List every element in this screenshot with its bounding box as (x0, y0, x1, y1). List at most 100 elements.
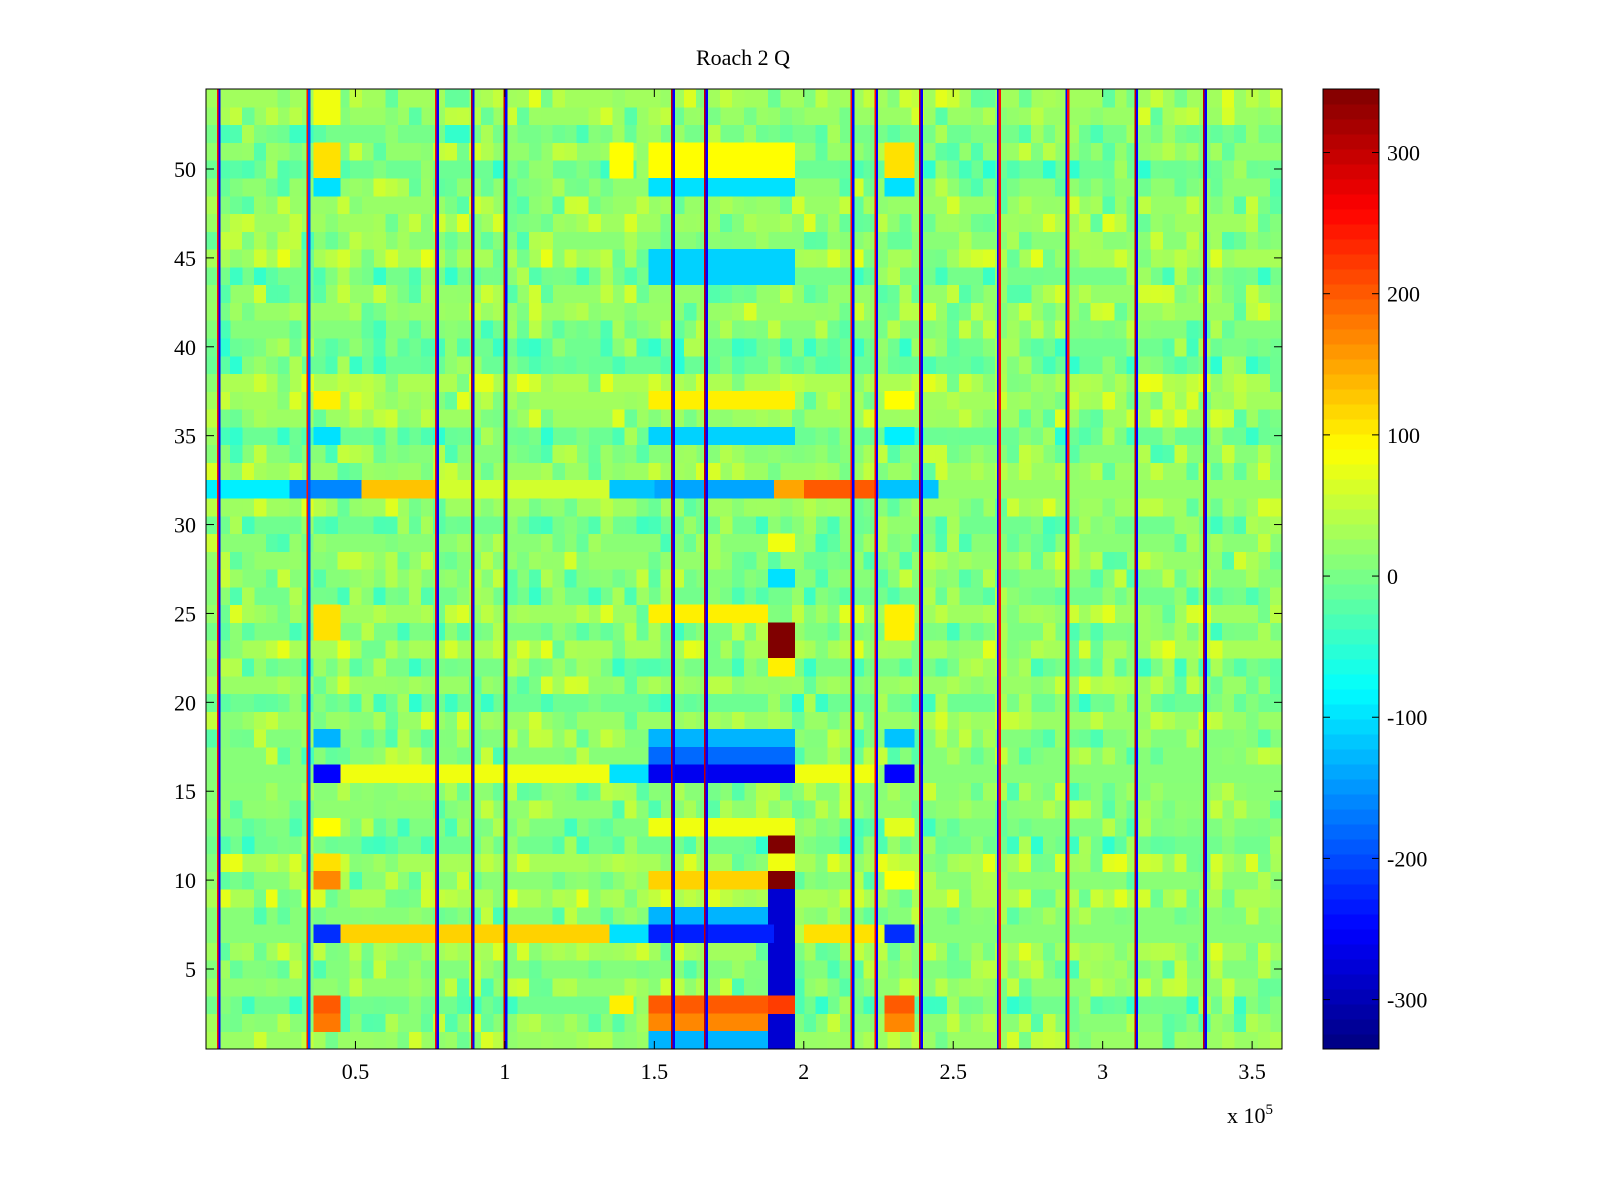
heatmap-cell (504, 284, 518, 303)
heatmap-cell (636, 337, 649, 357)
y-tick-label: 30 (174, 513, 196, 538)
heatmap-cell (1138, 266, 1151, 286)
heatmap-cell (1174, 889, 1187, 908)
heatmap-cell (887, 515, 900, 535)
heatmap-cell (612, 853, 625, 872)
colorbar-band (1323, 254, 1379, 270)
heatmap-cell (349, 729, 362, 748)
heatmap-cell (851, 960, 865, 979)
heatmap-cell (588, 782, 602, 801)
heatmap-cell (1018, 124, 1032, 143)
heatmap-cell (959, 231, 972, 250)
heatmap-cell (504, 1031, 518, 1049)
heatmap-cell (229, 604, 243, 623)
heatmap-cell (277, 533, 291, 552)
heatmap-cell (1174, 1013, 1187, 1032)
colorbar-band (1323, 239, 1379, 255)
heatmap-cell (1042, 800, 1056, 819)
heatmap-cell (971, 569, 984, 588)
heatmap-cell (744, 302, 757, 321)
heatmap-cell (648, 462, 661, 481)
heatmap-cell (887, 284, 900, 303)
heatmap-cell (457, 391, 470, 410)
heatmap-cell (648, 320, 661, 339)
heatmap-block (313, 817, 341, 837)
heatmap-cell (815, 800, 829, 819)
heatmap-cell (612, 409, 625, 428)
heatmap-cell (492, 675, 506, 695)
heatmap-cell (815, 977, 829, 997)
heatmap-cell (1102, 89, 1116, 108)
heatmap-cell (1018, 995, 1032, 1015)
heatmap-cell (600, 249, 613, 268)
heatmap-cell (815, 302, 829, 321)
heatmap-cell (277, 177, 291, 197)
heatmap-cell (1138, 249, 1151, 268)
heatmap-band-segment (803, 924, 879, 943)
heatmap-stripe (503, 89, 507, 1049)
colorbar-band (1323, 119, 1379, 135)
heatmap-stripe (472, 89, 475, 1049)
heatmap-band-segment (884, 924, 915, 943)
heatmap-cell (1066, 551, 1080, 570)
heatmap-cell (720, 497, 733, 517)
heatmap-cell (576, 426, 590, 446)
heatmap-cell (1138, 551, 1151, 570)
heatmap-cell (755, 675, 769, 695)
heatmap-cell (815, 320, 829, 339)
heatmap-cell (1234, 426, 1247, 446)
heatmap-cell (791, 622, 805, 641)
heatmap-cell (1174, 853, 1187, 872)
heatmap-cell (457, 1031, 470, 1049)
heatmap-cell (528, 409, 542, 428)
heatmap-cell (229, 337, 243, 357)
heatmap-cell (385, 409, 398, 428)
heatmap-cell (935, 551, 948, 570)
heatmap-cell (875, 835, 888, 855)
heatmap-cell (229, 800, 243, 819)
heatmap-cell (480, 977, 494, 997)
heatmap-cell (504, 977, 518, 997)
heatmap-cell (241, 622, 255, 641)
heatmap-cell (206, 213, 219, 232)
heatmap-cell (600, 320, 613, 339)
heatmap-cell (899, 213, 912, 232)
heatmap-cell (1042, 284, 1056, 303)
heatmap-cell (325, 249, 339, 268)
heatmap-cell (492, 124, 506, 143)
heatmap-cell (1186, 195, 1199, 215)
heatmap-cell (504, 249, 518, 268)
heatmap-cell (851, 906, 865, 926)
heatmap-cell (1114, 160, 1128, 179)
heatmap-cell (791, 195, 805, 215)
heatmap-cell (1102, 391, 1116, 410)
heatmap-cell (457, 249, 470, 268)
heatmap-cell (863, 177, 877, 197)
heatmap-cell (349, 711, 362, 730)
heatmap-cell (1258, 409, 1271, 428)
heatmap-cell (755, 409, 769, 428)
heatmap-cell (457, 817, 470, 837)
heatmap-cell (1222, 693, 1235, 712)
heatmap-cell (241, 160, 255, 179)
heatmap-cell (289, 515, 303, 535)
heatmap-cell (1222, 1031, 1235, 1049)
heatmap-block (767, 1013, 795, 1032)
heatmap-cell (229, 444, 243, 463)
heatmap-cell (1210, 462, 1223, 481)
heatmap-cell (1150, 569, 1163, 588)
heatmap-cell (791, 640, 805, 659)
heatmap-cell (1150, 675, 1163, 695)
heatmap-band-segment (803, 480, 879, 499)
heatmap-cell (337, 675, 350, 695)
heatmap-cell (409, 266, 422, 286)
heatmap-cell (504, 177, 518, 197)
heatmap-cell (947, 746, 960, 766)
heatmap-cell (1222, 622, 1235, 641)
heatmap-cell (361, 906, 374, 926)
colorbar-band (1323, 839, 1379, 855)
heatmap-cell (1162, 426, 1175, 446)
heatmap-cell (1066, 1013, 1080, 1032)
heatmap-cell (803, 551, 817, 570)
